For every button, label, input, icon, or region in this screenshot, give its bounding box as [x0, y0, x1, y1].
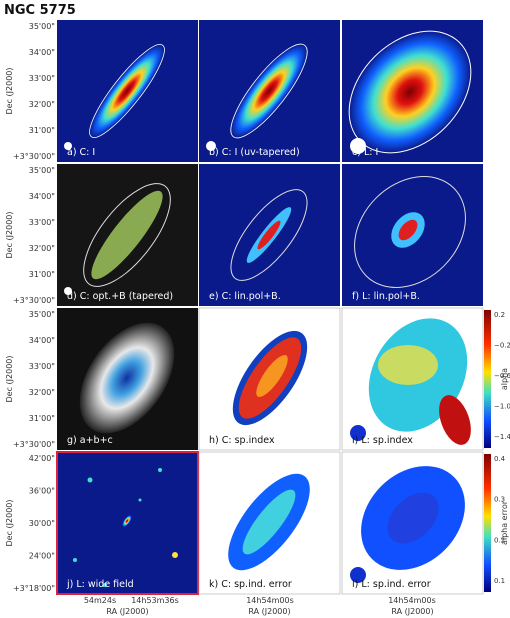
- dec-tick-label: +3°30'00": [13, 152, 55, 161]
- dec-tick-label: 35'00": [29, 310, 55, 319]
- panel-label: i) L: sp.index: [352, 435, 413, 446]
- x-axis-label: RA (J2000): [391, 607, 433, 616]
- ra-tick-label: 54m24s: [84, 596, 116, 605]
- panel-image: [198, 451, 341, 595]
- ra-tick-label: 14h53m36s: [131, 596, 179, 605]
- dec-tick-label: 33'00": [29, 74, 55, 83]
- panel-image: [57, 308, 198, 450]
- dec-tick-label: 31'00": [29, 270, 55, 279]
- dec-tick-label: 36'00": [29, 487, 55, 496]
- panel-label: g) a+b+c: [67, 435, 113, 446]
- dec-tick-label: +3°30'00": [13, 440, 55, 449]
- colorbar-label: alpha: [500, 368, 509, 390]
- y-axis-label: Dec (J2000): [5, 212, 14, 259]
- panel-image: [57, 164, 198, 306]
- colorbar-tick-label: −1.0: [494, 403, 510, 411]
- colorbar: [484, 454, 491, 592]
- panel-image: [342, 164, 483, 306]
- colorbar-tick-label: 0.2: [494, 311, 505, 319]
- y-axis-label: Dec (J2000): [5, 500, 14, 547]
- panel-label: j) L: wide field: [66, 579, 134, 590]
- colorbar-tick-label: 0.4: [494, 455, 506, 463]
- dec-tick-label: 42'00": [29, 454, 55, 463]
- y-axis-label: Dec (J2000): [5, 68, 14, 115]
- dec-tick-label: 33'00": [29, 218, 55, 227]
- panel-image: [341, 307, 484, 451]
- panel-label: e) C: lin.pol+B.: [209, 291, 281, 302]
- colorbar-tick-label: 0.1: [494, 577, 505, 585]
- colorbar: [484, 310, 491, 448]
- dec-tick-label: 31'00": [29, 414, 55, 423]
- panel-label: h) C: sp.index: [209, 435, 275, 446]
- panel-image: [342, 20, 483, 162]
- dec-tick-label: 35'00": [29, 22, 55, 31]
- dec-tick-label: 32'00": [29, 388, 55, 397]
- dec-tick-label: 32'00": [29, 100, 55, 109]
- panel-image: [56, 451, 199, 595]
- dec-tick-label: 34'00": [29, 48, 55, 57]
- title: NGC 5775: [4, 3, 76, 18]
- colorbar-tick-label: −1.4: [494, 433, 510, 441]
- dec-tick-label: 30'00": [29, 519, 55, 528]
- panel-label: d) C: opt.+B (tapered): [67, 291, 173, 302]
- panel-label: c) L: I: [352, 147, 378, 158]
- dec-tick-label: 31'00": [29, 126, 55, 135]
- panel-image: [341, 451, 484, 595]
- ra-tick-label: 14h54m00s: [246, 596, 294, 605]
- panel-image: [199, 20, 340, 162]
- panel-image: [198, 307, 341, 451]
- colorbar-tick-label: 0.2: [494, 536, 505, 544]
- dec-tick-label: 24'00": [29, 552, 55, 561]
- panel-image: [57, 20, 198, 162]
- panel-label: k) C: sp.ind. error: [209, 579, 292, 590]
- colorbar-label: alpha error: [500, 500, 509, 545]
- panel-label: a) C: I: [67, 147, 95, 158]
- x-axis-label: RA (J2000): [106, 607, 148, 616]
- y-axis-label: Dec (J2000): [5, 356, 14, 403]
- dec-tick-label: +3°18'00": [13, 584, 55, 593]
- dec-tick-label: 34'00": [29, 336, 55, 345]
- panel-label: l) L: sp.ind. error: [352, 579, 431, 590]
- panel-image: [199, 164, 340, 306]
- dec-tick-label: 34'00": [29, 192, 55, 201]
- dec-tick-label: 33'00": [29, 362, 55, 371]
- colorbar-tick-label: 0.3: [494, 496, 505, 504]
- colorbar-tick-label: −0.6: [494, 372, 510, 380]
- panel-label: f) L: lin.pol+B.: [352, 291, 420, 302]
- dec-tick-label: 32'00": [29, 244, 55, 253]
- colorbar-tick-label: −0.2: [494, 342, 510, 350]
- dec-tick-label: +3°30'00": [13, 296, 55, 305]
- ra-tick-label: 14h54m00s: [388, 596, 436, 605]
- dec-tick-label: 35'00": [29, 166, 55, 175]
- x-axis-label: RA (J2000): [248, 607, 290, 616]
- panel-label: b) C: I (uv-tapered): [209, 147, 300, 158]
